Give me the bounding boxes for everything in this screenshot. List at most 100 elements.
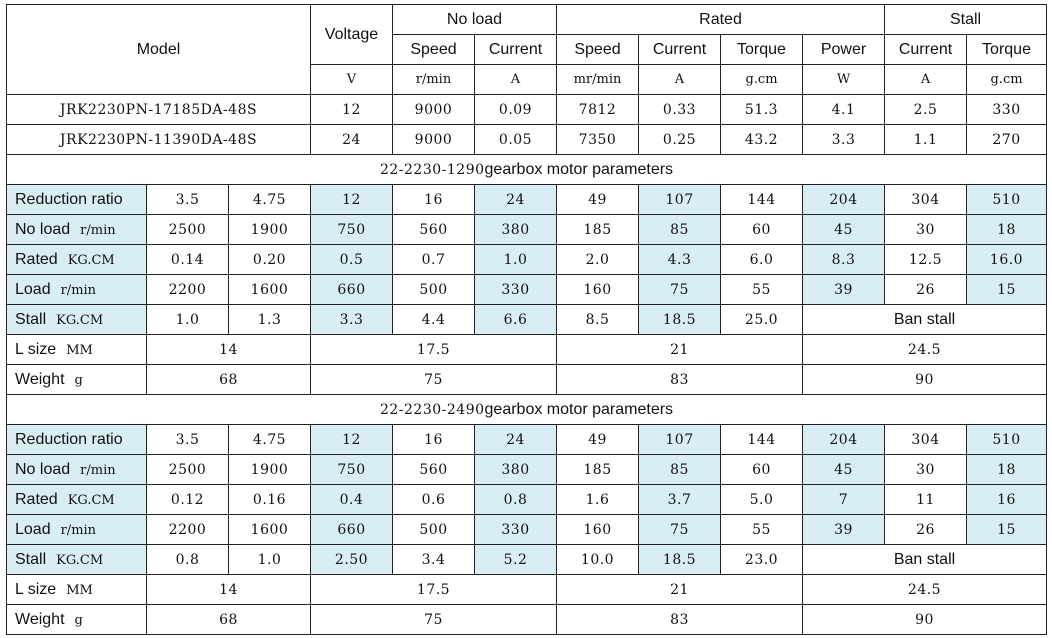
unit-cell: W xyxy=(801,64,886,95)
unit-cell: mr/min xyxy=(556,64,639,95)
value-cell: 6.0 xyxy=(720,244,803,275)
weight-cell: 83 xyxy=(556,604,803,635)
value-cell: 8.3 xyxy=(801,244,886,275)
stall-row: Stall KG.CM 1.0 1.3 3.3 4.4 6.6 8.5 18.5 25.0 Ban … xyxy=(6,304,1048,335)
row-label-cell: Reduction ratio xyxy=(6,424,147,455)
weight-cell: 75 xyxy=(310,604,557,635)
value-cell: 560 xyxy=(392,214,475,245)
weight-cell: 68 xyxy=(146,604,311,635)
rated-speed-header: Speed xyxy=(556,34,639,65)
row-unit: r/min xyxy=(80,462,116,478)
row-label-cell: Weight g xyxy=(6,604,147,635)
motor-value-cell: 24 xyxy=(310,124,393,155)
value-cell: 204 xyxy=(801,184,886,215)
value-cell: 49 xyxy=(556,424,639,455)
value-cell: 11 xyxy=(884,484,968,515)
value-cell: 500 xyxy=(392,274,475,305)
value-cell: 500 xyxy=(392,514,475,545)
l-size-cell: 24.5 xyxy=(801,574,1048,605)
l-size-cell: 17.5 xyxy=(310,334,557,365)
motor-value-cell: 4.1 xyxy=(801,94,886,125)
motor-value-cell: 43.2 xyxy=(720,124,803,155)
reduction-ratio-row: Reduction ratio 3.5 4.75 12 16 24 49 107 144 204 3… xyxy=(6,424,1048,455)
row-label: L size xyxy=(15,580,57,598)
value-cell: 39 xyxy=(801,514,886,545)
row-label: Rated xyxy=(15,490,58,508)
value-cell: 304 xyxy=(884,184,968,215)
row-label: No load xyxy=(15,220,71,238)
value-cell: 15 xyxy=(966,274,1048,305)
value-cell: 10.0 xyxy=(556,544,639,575)
value-cell: 2.0 xyxy=(556,244,639,275)
no-load-current-header: Current xyxy=(474,34,557,65)
row-label: Reduction ratio xyxy=(15,190,123,208)
unit-cell: g.cm xyxy=(720,64,803,95)
row-unit: r/min xyxy=(60,282,97,298)
value-cell: 24 xyxy=(474,424,557,455)
value-cell: 18 xyxy=(966,214,1048,245)
header-row-2: Speed Current Speed Current Torque Power… xyxy=(7,34,1048,65)
value-cell: 3.5 xyxy=(146,424,229,455)
motor-row: JRK2230PN-11390DA-48S 24 9000 0.05 7350 0.25 4… xyxy=(6,124,1048,155)
row-unit: g xyxy=(74,372,83,388)
l-size-cell: 21 xyxy=(556,334,803,365)
row-label-cell: No load r/min xyxy=(6,454,147,485)
row-label-cell: Weight g xyxy=(6,364,147,395)
stall-header: Stall xyxy=(884,4,1048,35)
section-title-text: gearbox motor parameters xyxy=(484,400,674,418)
value-cell: 560 xyxy=(392,454,475,485)
value-cell: 85 xyxy=(638,214,721,245)
value-cell: 380 xyxy=(474,454,557,485)
motor-value-cell: 9000 xyxy=(392,124,475,155)
header-row-1: Model Voltage No load Rated Stall xyxy=(6,4,1048,95)
l-size-cell: 21 xyxy=(556,574,803,605)
row-unit: MM xyxy=(66,582,93,598)
value-cell: 0.14 xyxy=(146,244,229,275)
value-cell: 510 xyxy=(966,424,1048,455)
value-cell: 1.0 xyxy=(474,244,557,275)
motor-value-cell: 12 xyxy=(310,94,393,125)
unit-cell: r/min xyxy=(392,64,475,95)
value-cell: 160 xyxy=(556,274,639,305)
voltage-header: Voltage xyxy=(310,4,393,65)
value-cell: 6.6 xyxy=(474,304,557,335)
weight-cell: 90 xyxy=(801,604,1048,635)
value-cell: 16.0 xyxy=(966,244,1048,275)
motor-value-cell: 0.09 xyxy=(474,94,557,125)
section-title: 22-2230-2490gearbox motor parameters xyxy=(5,394,1048,425)
value-cell: 0.6 xyxy=(392,484,475,515)
load-row: Load r/min 2200 1600 660 500 330 160 75 55 39 26 15 xyxy=(6,514,1048,545)
row-label-cell: Reduction ratio xyxy=(6,184,147,215)
l-size-cell: 14 xyxy=(146,574,311,605)
l-size-row: L size MM 14 17.5 21 24.5 xyxy=(6,334,1048,365)
value-cell: 0.8 xyxy=(474,484,557,515)
l-size-cell: 14 xyxy=(146,334,311,365)
row-unit: KG.CM xyxy=(56,552,104,568)
value-cell: 330 xyxy=(474,514,557,545)
row-unit: MM xyxy=(66,342,93,358)
row-label: Load xyxy=(15,520,51,538)
section-code: 22-2230-2490 xyxy=(379,401,485,418)
value-cell: 7 xyxy=(801,484,886,515)
value-cell: 5.0 xyxy=(720,484,803,515)
value-cell: 1900 xyxy=(228,454,311,485)
value-cell: 660 xyxy=(310,514,393,545)
l-size-row: L size MM 14 17.5 21 24.5 xyxy=(6,574,1048,605)
row-label-cell: Rated KG.CM xyxy=(6,244,147,275)
value-cell: 2.50 xyxy=(310,544,393,575)
row-label: L size xyxy=(15,340,57,358)
row-label-cell: Load r/min xyxy=(6,514,147,545)
value-cell: 4.75 xyxy=(228,184,311,215)
weight-cell: 90 xyxy=(801,364,1048,395)
no-load-header: No load xyxy=(392,4,557,35)
rated-row: Rated KG.CM 0.14 0.20 0.5 0.7 1.0 2.0 4.3 6.0 8.3 1… xyxy=(6,244,1048,275)
motor-value-cell: 51.3 xyxy=(720,94,803,125)
value-cell: 144 xyxy=(720,424,803,455)
value-cell: 1.3 xyxy=(228,304,311,335)
unit-row: V r/min A mr/min A g.cm W A g.cm xyxy=(7,64,1048,95)
value-cell: 0.7 xyxy=(392,244,475,275)
load-row: Load r/min 2200 1600 660 500 330 160 75 55 39 26 15 xyxy=(6,274,1048,305)
value-cell: 1600 xyxy=(228,274,311,305)
motor-value-cell: 0.25 xyxy=(638,124,721,155)
value-cell: 16 xyxy=(392,184,475,215)
